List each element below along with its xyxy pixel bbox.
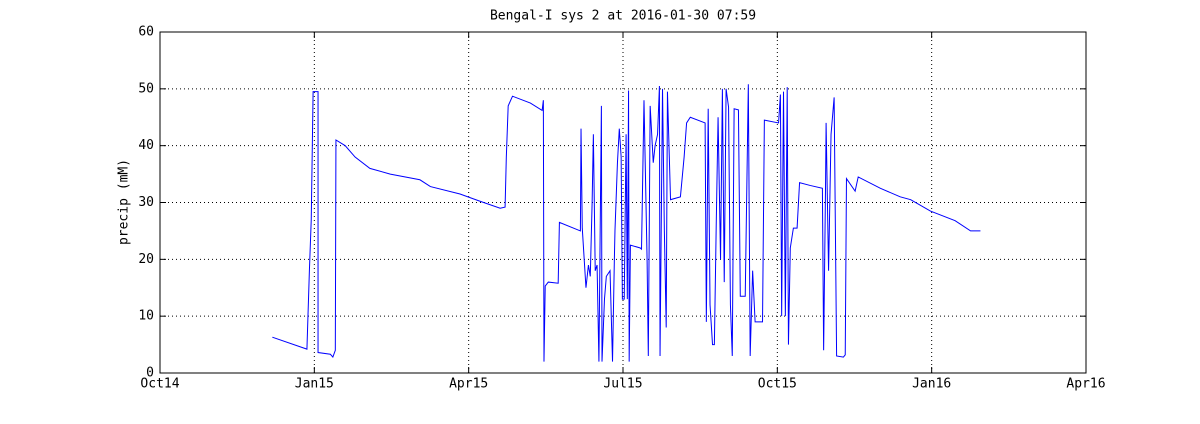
plot-frame [159,31,1087,374]
x-tick-label: Apr15 [449,377,488,392]
x-tick-label: Jul15 [603,377,642,392]
y-tick-label: 10 [138,309,154,324]
y-tick-label: 20 [138,252,154,267]
chart-title: Bengal-I sys 2 at 2016-01-30 07:59 [490,9,756,24]
x-tick-label: Oct15 [758,377,797,392]
y-tick-label: 30 [138,195,154,210]
y-tick-label: 0 [146,366,154,381]
x-tick-label: Oct14 [140,377,179,392]
y-axis-label: precip (mM) [117,159,132,245]
y-tick-label: 50 [138,81,154,96]
data-line [272,84,981,362]
x-tick-label: Jan15 [295,377,334,392]
x-tick-label: Apr16 [1066,377,1105,392]
x-tick-label: Jan16 [912,377,951,392]
y-tick-label: 40 [138,138,154,153]
y-tick-label: 60 [138,25,154,40]
